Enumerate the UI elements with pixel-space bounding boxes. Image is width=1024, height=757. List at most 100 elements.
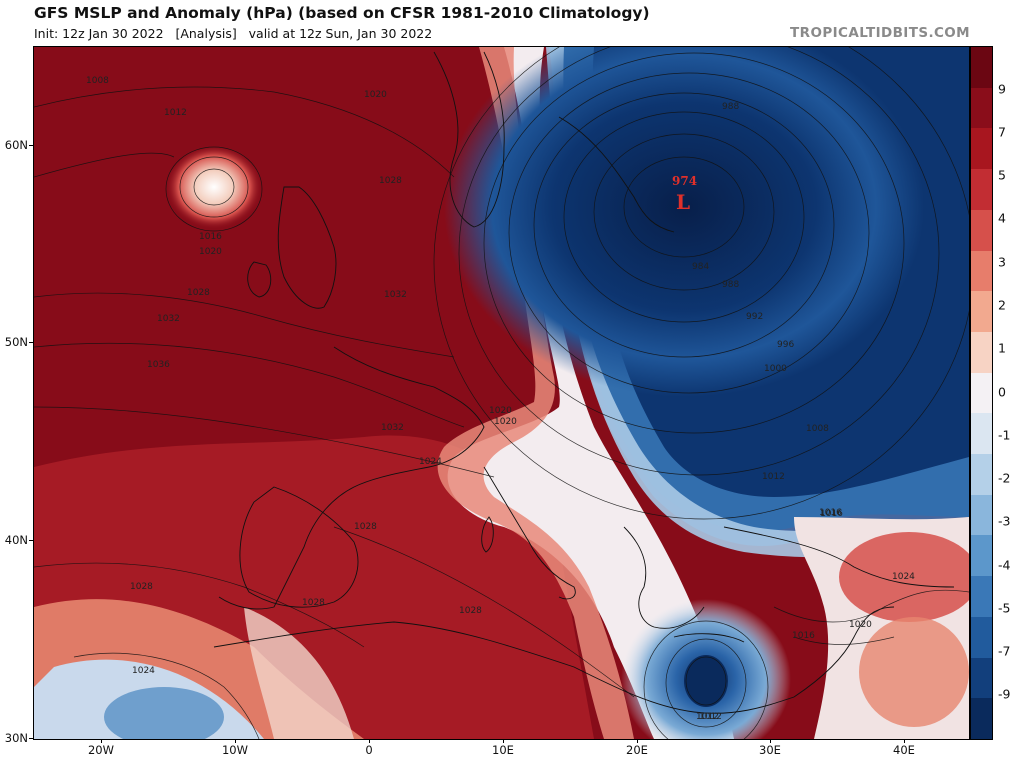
isobar-label: 1016 — [819, 508, 842, 518]
isobar-label: 1028 — [302, 598, 325, 608]
britain-coastline — [277, 186, 337, 309]
lon-tick — [904, 739, 905, 743]
isobar-label: 1016 — [820, 509, 843, 519]
crete-coastline — [673, 633, 745, 643]
lon-label-10w: 10W — [221, 743, 249, 757]
colorbar-label: 7 — [998, 124, 1006, 140]
isobar-label: 1020 — [849, 620, 872, 630]
isobar-label: 1020 — [494, 417, 517, 427]
colorbar-segment — [971, 372, 992, 415]
anomaly-weak-north-africa — [244, 607, 354, 739]
low-pressure-value: 974 — [672, 174, 697, 188]
map-title: GFS MSLP and Anomaly (hPa) (based on CFS… — [34, 4, 650, 22]
colorbar-segment — [971, 616, 992, 659]
atlantic-anomaly-spot — [166, 145, 262, 229]
lon-tick — [101, 739, 102, 743]
balkans-coastline — [623, 526, 705, 629]
isobar-label: 988 — [722, 280, 739, 290]
colorbar-label: 2 — [998, 297, 1006, 313]
lon-label-20w: 20W — [87, 743, 115, 757]
deep-low-anomaly — [444, 47, 924, 397]
isobar-label: 984 — [692, 262, 709, 272]
lat-tick — [29, 738, 34, 739]
colorbar-segment — [971, 413, 992, 456]
low-pressure-center: 974 L — [672, 174, 697, 214]
isobar-label: 1028 — [459, 606, 482, 616]
map-subtitle: Init: 12z Jan 30 2022 [Analysis] valid a… — [34, 26, 433, 41]
lon-tick — [637, 739, 638, 743]
isobar-label: 1016 — [792, 631, 815, 641]
colorbar-label: -2 — [998, 470, 1011, 486]
corsica-sardinia-coastline — [481, 516, 494, 553]
atlantic-low-anomaly — [104, 687, 224, 739]
isobar-label: 1012 — [696, 712, 719, 722]
low-pressure-symbol: L — [676, 190, 690, 214]
isobars — [34, 47, 969, 739]
colorbar-segment — [971, 698, 992, 739]
iberia-coastline — [239, 486, 359, 608]
colorbar-label: 3 — [998, 254, 1006, 270]
colorbar-segment — [971, 291, 992, 333]
lon-label-40e: 40E — [893, 743, 915, 757]
med-low-core — [684, 655, 728, 707]
levant-coastline — [793, 606, 895, 698]
colorbar-label: 0 — [998, 384, 1006, 400]
baltic-coastline — [558, 116, 675, 233]
colorbar-label: 9 — [998, 81, 1006, 97]
ireland-coastline — [247, 261, 272, 298]
isobar-labels: 1008 1012 1016 1020 1020 1028 1028 1032 … — [86, 76, 915, 722]
isobar-label: 1012 — [699, 712, 722, 722]
isobar-label: 1036 — [147, 360, 170, 370]
lon-tick — [770, 739, 771, 743]
western-europe-coastline — [218, 346, 485, 610]
isobar-label: 1024 — [419, 457, 442, 467]
lat-label-50n: 50N — [4, 335, 28, 349]
colorbar-segment — [971, 454, 992, 496]
anomaly-weak-positive-edge — [437, 47, 634, 739]
black-sea-coastline — [723, 526, 955, 588]
colorbar-segment — [971, 576, 992, 618]
isobar-label: 1032 — [384, 290, 407, 300]
isobar-label: 1028 — [379, 176, 402, 186]
isobar-label: 996 — [777, 340, 794, 350]
colorbar-segment — [971, 209, 992, 252]
lon-label-30e: 30E — [759, 743, 781, 757]
lon-label-20e: 20E — [626, 743, 648, 757]
colorbar-label: 1 — [998, 340, 1006, 356]
lon-tick — [503, 739, 504, 743]
colorbar-label: 5 — [998, 167, 1006, 183]
colorbar-label: -9 — [998, 686, 1011, 702]
scandinavia-coastline — [433, 51, 505, 228]
isobar-label: 1012 — [762, 472, 785, 482]
isobar-label: 1012 — [164, 108, 187, 118]
isobar-label: 1008 — [86, 76, 109, 86]
chart-header: GFS MSLP and Anomaly (hPa) (based on CFS… — [0, 0, 1024, 46]
brand-watermark[interactable]: TROPICALTIDBITS.COM — [790, 25, 970, 41]
isobar-label: 1032 — [381, 423, 404, 433]
colorbar-segment — [971, 250, 992, 293]
isobar-label: 1024 — [132, 666, 155, 676]
colorbar-segment — [971, 494, 992, 537]
isobar-label: 992 — [746, 312, 763, 322]
colorbar-label: -4 — [998, 557, 1011, 573]
levant-positive-anomaly — [859, 617, 969, 727]
isobar-label: 1020 — [199, 247, 222, 257]
isobar-label: 988 — [722, 102, 739, 112]
isobar-label: 1028 — [130, 582, 153, 592]
mslp-anomaly-map: 1008 1012 1016 1020 1020 1028 1028 1032 … — [33, 46, 970, 740]
colorbar-segment — [971, 331, 992, 374]
lon-tick — [369, 739, 370, 743]
lon-tick — [235, 739, 236, 743]
coastlines — [213, 51, 955, 714]
isobar-label: 1016 — [199, 232, 222, 242]
lon-label-0: 0 — [365, 743, 373, 757]
turkey-positive-anomaly — [839, 532, 969, 622]
lat-label-40n: 40N — [4, 533, 28, 547]
lat-tick — [29, 145, 34, 146]
lat-tick — [29, 540, 34, 541]
lat-label-60n: 60N — [4, 138, 28, 152]
colorbar-label: -7 — [998, 643, 1011, 659]
lat-tick — [29, 342, 34, 343]
colorbar-label: -5 — [998, 600, 1011, 616]
map-canvas: 1008 1012 1016 1020 1020 1028 1028 1032 … — [34, 47, 969, 739]
